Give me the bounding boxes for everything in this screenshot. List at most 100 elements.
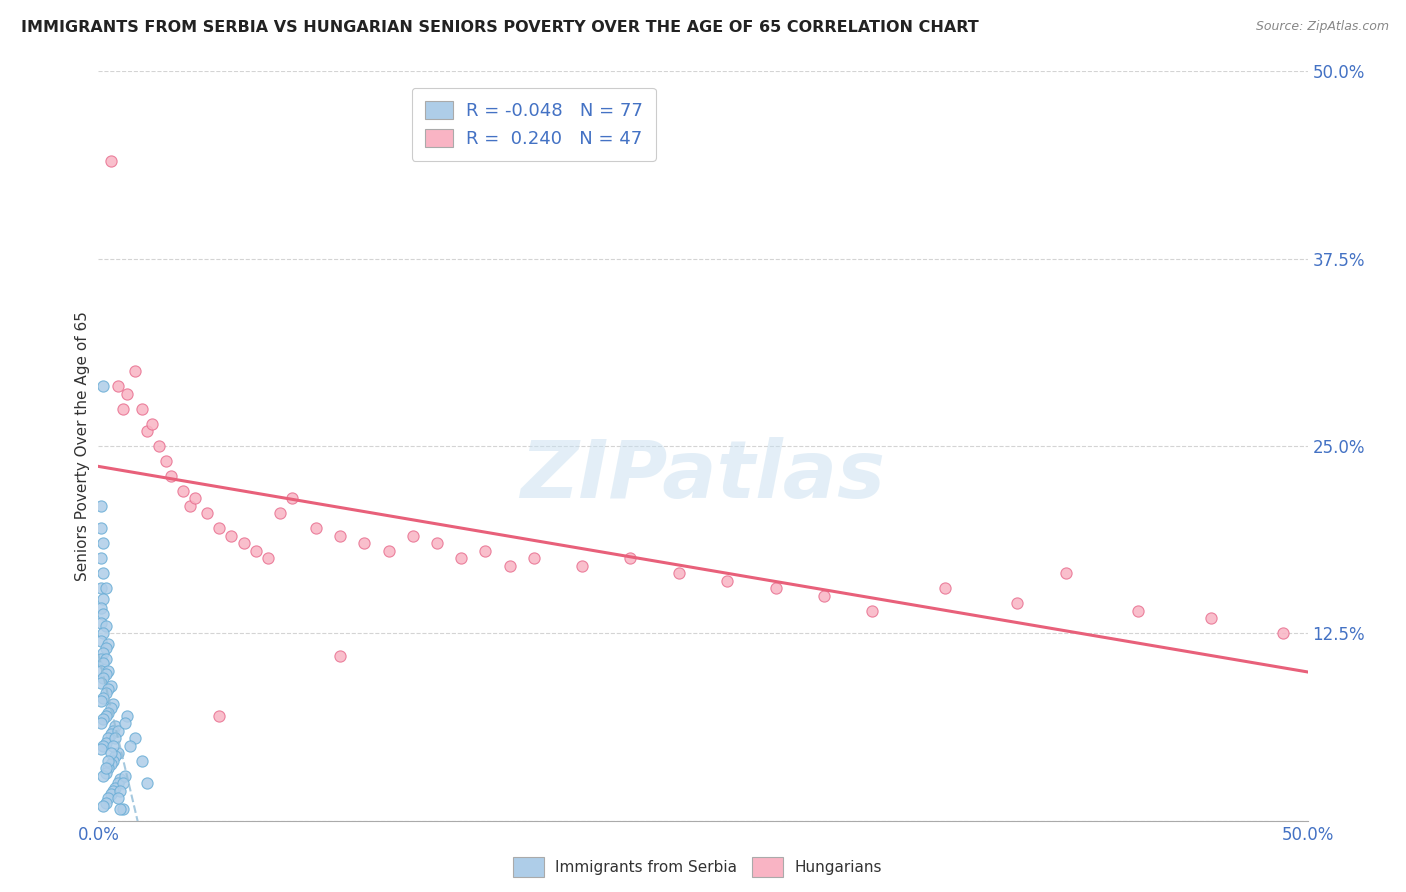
Point [221, 529, 243, 543]
Point [97, 664, 120, 678]
Point [716, 574, 738, 588]
Point [90, 615, 112, 630]
Point [101, 739, 124, 753]
Y-axis label: Seniors Poverty Over the Age of 65: Seniors Poverty Over the Age of 65 [75, 311, 90, 581]
Point [97, 637, 120, 651]
Point [94, 641, 117, 656]
Point [329, 648, 352, 663]
Legend: R = -0.048   N = 77, R =  0.240   N = 47: R = -0.048 N = 77, R = 0.240 N = 47 [412, 88, 655, 161]
Point [114, 716, 136, 731]
Point [91, 536, 114, 550]
Point [101, 723, 124, 738]
Point [131, 401, 153, 416]
Point [94, 619, 117, 633]
Text: Immigrants from Serbia: Immigrants from Serbia [555, 860, 737, 874]
Point [91, 646, 114, 660]
Text: Hungarians: Hungarians [794, 860, 882, 874]
Point [101, 754, 124, 768]
Point [124, 731, 146, 746]
Point [94, 582, 117, 596]
Point [91, 657, 114, 671]
Point [498, 558, 520, 573]
Text: ZIPatlas: ZIPatlas [520, 437, 886, 515]
Point [107, 791, 129, 805]
Point [101, 697, 124, 711]
Point [100, 746, 122, 760]
Point [269, 507, 291, 521]
Point [256, 551, 278, 566]
Point [90, 633, 112, 648]
Point [148, 439, 170, 453]
Point [100, 154, 122, 169]
Point [111, 776, 134, 790]
Point [474, 544, 496, 558]
Point [195, 507, 218, 521]
Point [90, 675, 112, 690]
Point [104, 731, 127, 746]
Point [208, 521, 231, 535]
Point [131, 754, 153, 768]
Point [1128, 604, 1150, 618]
Point [100, 756, 122, 771]
Point [91, 690, 114, 705]
Point [184, 491, 207, 506]
Point [94, 652, 117, 666]
Point [135, 424, 157, 438]
Point [90, 741, 112, 756]
Point [100, 701, 122, 715]
Point [107, 746, 129, 760]
Point [108, 783, 131, 797]
Point [281, 491, 304, 506]
Point [100, 679, 122, 693]
Point [100, 727, 122, 741]
Point [155, 454, 177, 468]
Point [90, 551, 112, 566]
Point [523, 551, 546, 566]
Point [97, 761, 120, 775]
Point [353, 536, 375, 550]
Point [668, 566, 690, 581]
Point [91, 607, 114, 621]
Point [172, 483, 194, 498]
Point [377, 544, 399, 558]
Point [90, 664, 112, 678]
Point [91, 626, 114, 640]
Point [208, 708, 231, 723]
Point [97, 791, 120, 805]
Point [94, 666, 117, 681]
Point [90, 582, 112, 596]
Point [94, 761, 117, 775]
Point [160, 469, 183, 483]
Point [90, 716, 112, 731]
Point [94, 765, 117, 780]
Point [94, 796, 117, 810]
Point [97, 681, 120, 696]
Point [305, 521, 328, 535]
Point [91, 798, 114, 813]
Point [91, 739, 114, 753]
Point [94, 736, 117, 750]
Point [107, 723, 129, 738]
Point [90, 694, 112, 708]
Point [179, 499, 201, 513]
Point [141, 417, 163, 431]
Point [1007, 596, 1029, 610]
Point [91, 769, 114, 783]
Point [114, 769, 136, 783]
Point [104, 780, 127, 795]
Point [90, 600, 112, 615]
Point [104, 749, 127, 764]
Point [117, 708, 139, 723]
Point [329, 529, 352, 543]
Point [107, 776, 129, 790]
Point [111, 401, 134, 416]
Point [571, 558, 593, 573]
Point [1054, 566, 1077, 581]
Point [232, 536, 254, 550]
Point [860, 604, 883, 618]
Point [108, 772, 131, 786]
Point [934, 582, 956, 596]
Point [108, 802, 131, 816]
Point [100, 787, 122, 801]
Point [765, 582, 787, 596]
